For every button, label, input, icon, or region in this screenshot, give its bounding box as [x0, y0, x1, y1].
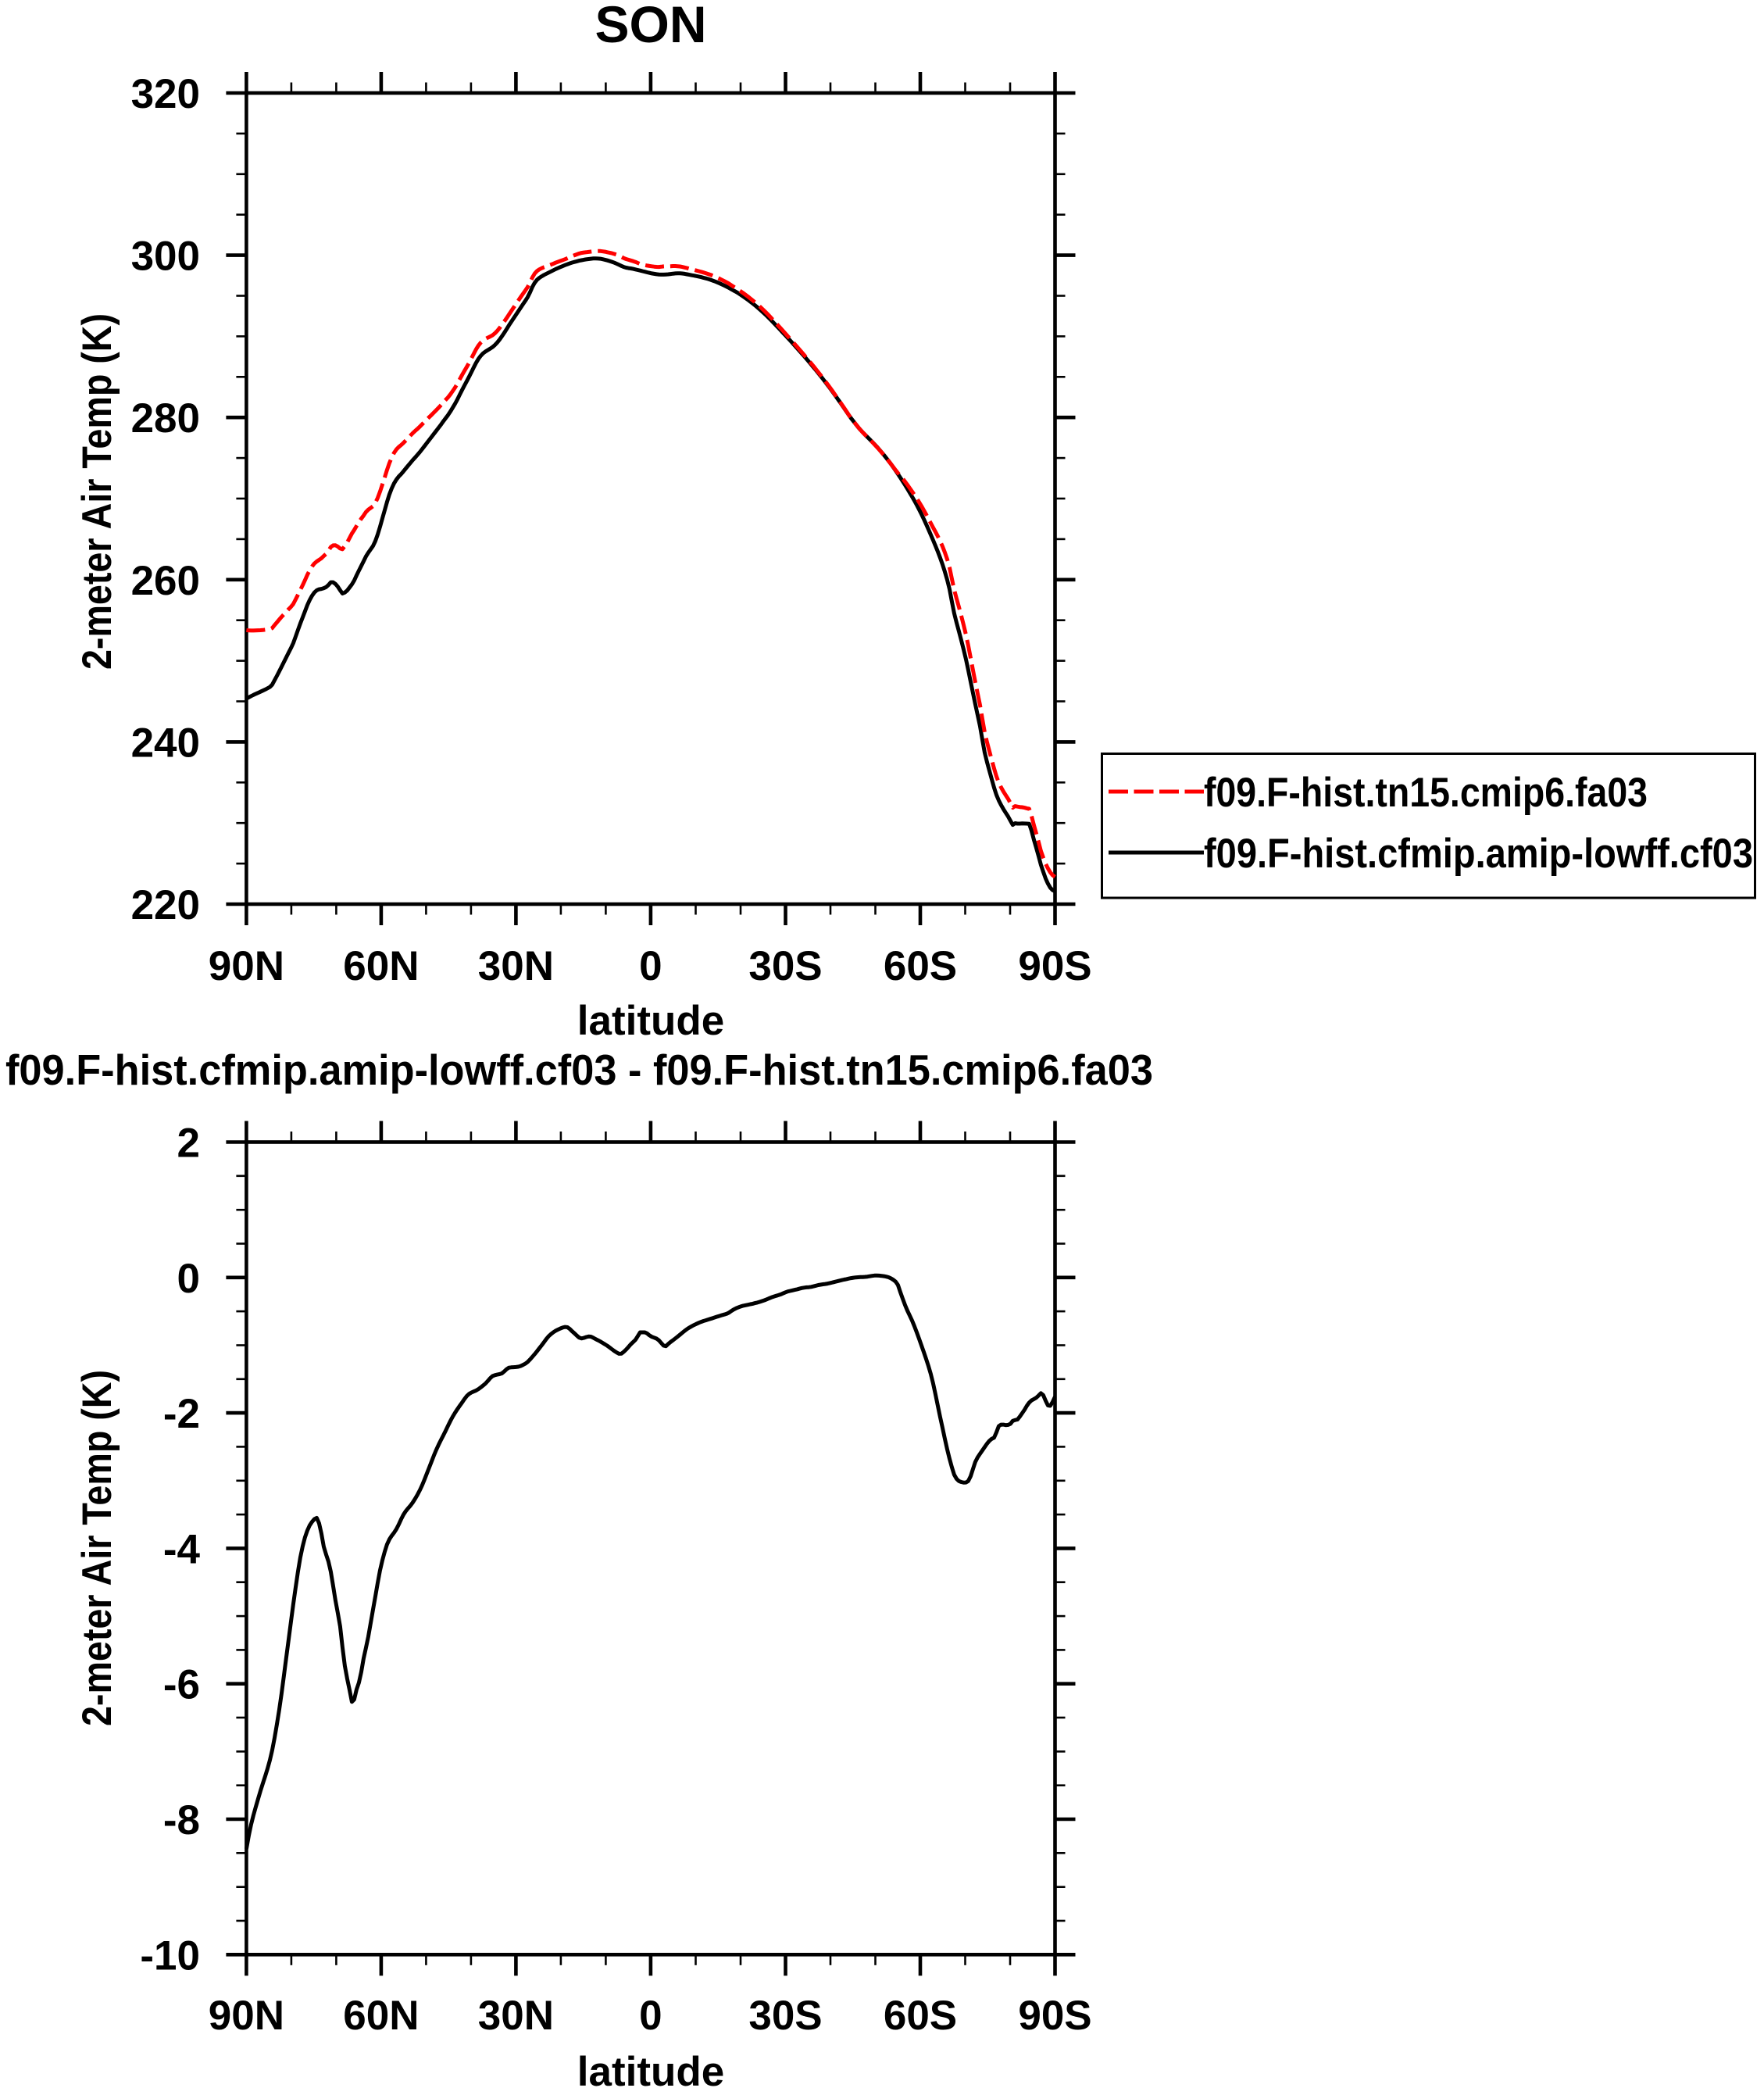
svg-text:240: 240: [131, 720, 200, 766]
svg-text:300: 300: [131, 234, 200, 280]
svg-text:0: 0: [639, 1993, 662, 2039]
svg-text:0: 0: [177, 1256, 200, 1302]
svg-text:latitude: latitude: [577, 2049, 724, 2088]
svg-text:-8: -8: [163, 1797, 200, 1843]
svg-text:latitude: latitude: [577, 998, 724, 1044]
svg-text:f09.F-hist.tn15.cmip6.fa03: f09.F-hist.tn15.cmip6.fa03: [1204, 770, 1648, 816]
svg-text:SON: SON: [595, 0, 706, 53]
svg-text:60S: 60S: [884, 1993, 957, 2039]
svg-text:60N: 60N: [343, 943, 419, 989]
svg-text:30S: 30S: [748, 1993, 822, 2039]
svg-text:90N: 90N: [209, 1993, 284, 2039]
svg-text:320: 320: [131, 71, 200, 117]
svg-text:2: 2: [177, 1121, 200, 1167]
svg-text:30S: 30S: [748, 943, 822, 989]
svg-text:f09.F-hist.cfmip.amip-lowff.cf: f09.F-hist.cfmip.amip-lowff.cf03 - f09.F…: [5, 1046, 1153, 1094]
svg-text:30N: 30N: [478, 1993, 554, 2039]
svg-text:-10: -10: [140, 1932, 200, 1979]
svg-text:-4: -4: [163, 1526, 201, 1572]
svg-text:90S: 90S: [1018, 1993, 1091, 2039]
svg-text:280: 280: [131, 395, 200, 442]
svg-text:2-meter Air Temp (K): 2-meter Air Temp (K): [74, 1370, 120, 1726]
svg-text:260: 260: [131, 558, 200, 604]
svg-text:-6: -6: [163, 1662, 200, 1708]
svg-text:30N: 30N: [478, 943, 554, 989]
svg-text:-2: -2: [163, 1391, 200, 1437]
svg-text:90N: 90N: [209, 943, 284, 989]
svg-text:90S: 90S: [1018, 943, 1091, 989]
svg-text:2-meter Air Temp (K): 2-meter Air Temp (K): [74, 313, 120, 670]
svg-text:0: 0: [639, 943, 662, 989]
svg-text:60S: 60S: [884, 943, 957, 989]
svg-text:60N: 60N: [343, 1993, 419, 2039]
svg-text:220: 220: [131, 882, 200, 928]
svg-text:f09.F-hist.cfmip.amip-lowff.cf: f09.F-hist.cfmip.amip-lowff.cf03: [1204, 831, 1753, 877]
